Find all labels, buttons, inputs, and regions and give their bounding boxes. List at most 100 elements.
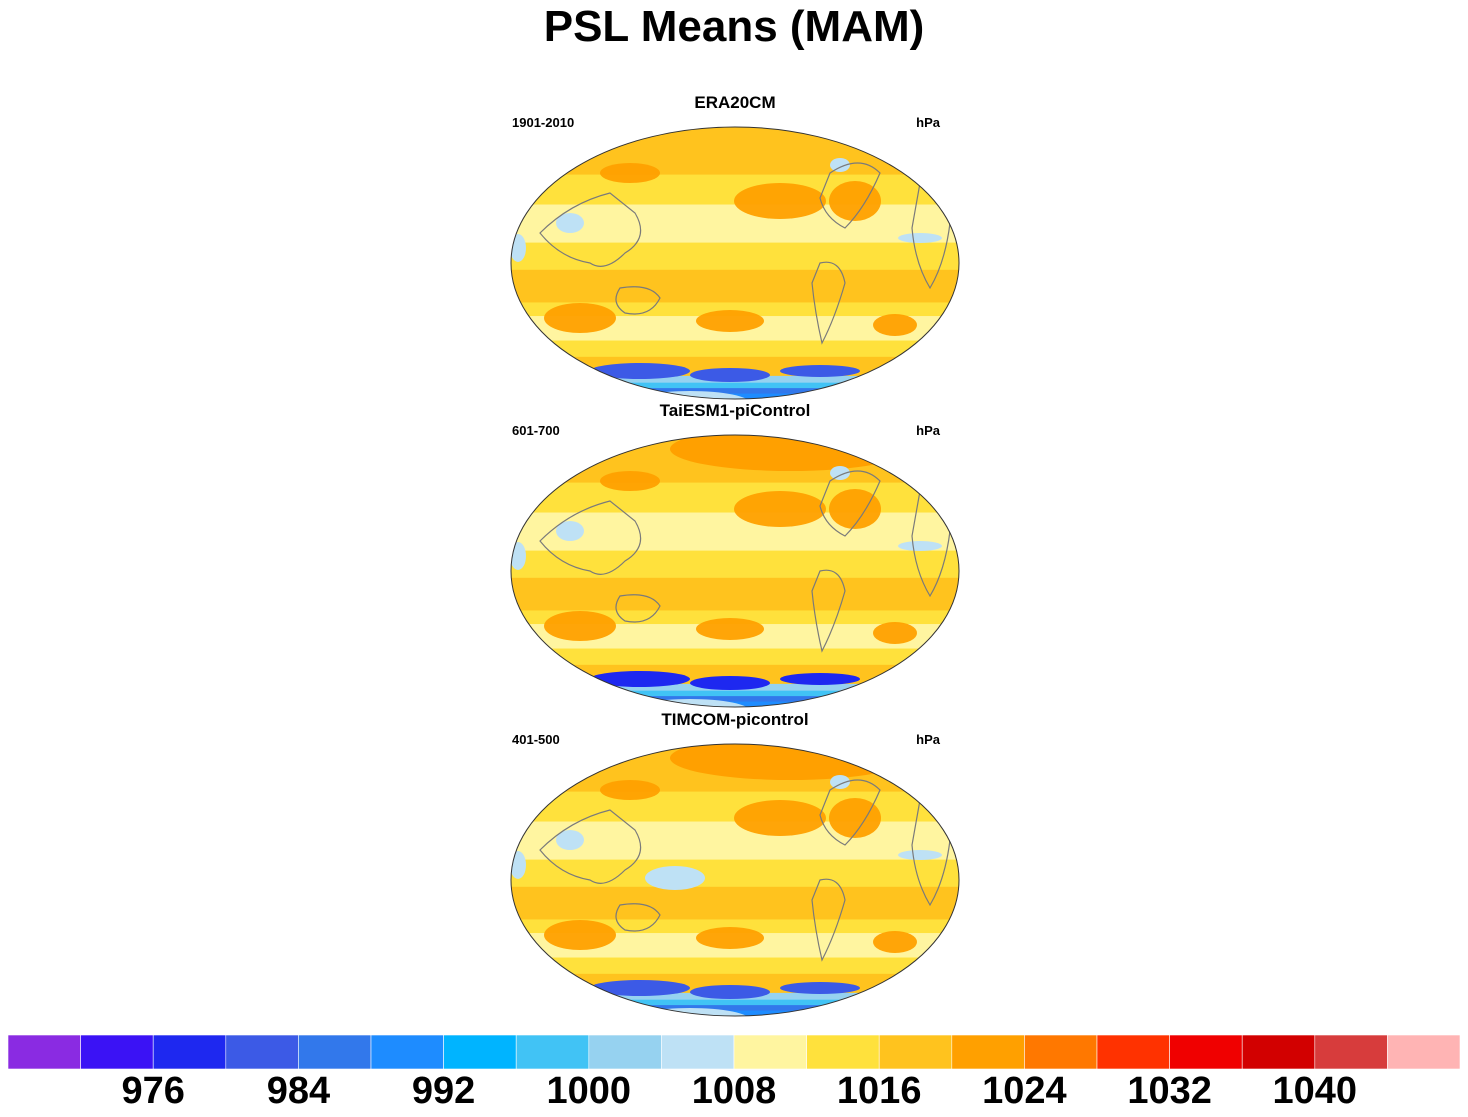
low-pressure-cell (645, 866, 705, 890)
high-pressure-cell (734, 800, 826, 836)
panel-period-label: 1901-2010 (512, 115, 575, 130)
panel-title: TaiESM1-piControl (659, 401, 811, 420)
antarctica-region (630, 1008, 750, 1016)
colorbar-swatch (443, 1035, 517, 1069)
colorbar-tick-label: 1000 (546, 1070, 632, 1112)
coastline (615, 903, 661, 932)
colorbar-tick-label: 1008 (691, 1070, 777, 1112)
psl-contour-band (511, 610, 959, 626)
low-pressure-cell (556, 521, 584, 541)
colorbar-tick-labels: 976 984 992 1000 1008 1016 1024 1032 1040 (8, 1070, 1460, 1115)
panel-units-label: hPa (916, 423, 940, 438)
low-pressure-cell (690, 985, 770, 999)
high-pressure-cell (544, 611, 616, 641)
colorbar-tick-label: 1016 (836, 1070, 922, 1112)
colorbar-swatch (951, 1035, 1025, 1069)
map-panel-timcom: TIMCOM-picontrol 401-500 hPa (500, 710, 970, 1017)
psl-contour-band (511, 919, 959, 935)
coastline (811, 569, 846, 653)
psl-map (510, 434, 960, 708)
colorbar-swatch (152, 1035, 227, 1069)
psl-contour-band (511, 242, 959, 271)
low-pressure-cell (556, 830, 584, 850)
high-pressure-cell (734, 491, 826, 527)
high-pressure-cell (873, 931, 917, 953)
contour-fields (511, 127, 959, 399)
high-pressure-cell (734, 183, 826, 219)
map-border (510, 434, 960, 708)
low-pressure-cell (780, 982, 860, 994)
colorbar-swatch (588, 1035, 662, 1069)
map-border (510, 743, 960, 1017)
colorbar-swatch (1241, 1035, 1316, 1069)
map-border (510, 126, 960, 400)
coastline (819, 162, 881, 229)
colorbar-swatch (733, 1035, 807, 1069)
psl-contour-band (511, 388, 959, 395)
low-pressure-cell (830, 158, 850, 172)
high-pressure-cell (544, 920, 616, 950)
psl-contour-band (511, 859, 959, 888)
colorbar-swatch (806, 1035, 880, 1069)
main-title: PSL Means (MAM) (543, 2, 925, 51)
coastline (539, 809, 642, 884)
low-pressure-cell (690, 676, 770, 690)
psl-contour-band (511, 340, 959, 358)
psl-contour-band (500, 1017, 970, 1025)
low-pressure-cell (780, 673, 860, 685)
high-pressure-cell (544, 303, 616, 333)
psl-contour-band (511, 127, 959, 176)
colorbar-tick-label: 984 (266, 1070, 331, 1112)
colorbar-swatch (370, 1035, 444, 1069)
psl-contour-band (511, 999, 959, 1007)
high-pressure-cell (829, 798, 881, 838)
panel-units-label: hPa (916, 115, 940, 130)
low-pressure-cell (590, 671, 690, 687)
low-pressure-cell (690, 368, 770, 382)
high-pressure-cell (696, 618, 764, 640)
psl-contour-band (511, 269, 959, 304)
psl-contour-band (511, 204, 959, 244)
high-pressure-cell (873, 622, 917, 644)
panel-title: ERA20CM (694, 93, 776, 112)
colorbar-tick-label: 1032 (1127, 1070, 1212, 1112)
psl-contour-band (511, 1005, 959, 1012)
colorbar-swatch (8, 1035, 81, 1069)
psl-contour-band (511, 550, 959, 579)
psl-contour-band (511, 302, 959, 318)
map-panel-taiesm1: TaiESM1-piControl 601-700 hPa (500, 401, 970, 708)
psl-contour-band (511, 957, 959, 975)
coastline (811, 878, 846, 962)
high-pressure-cell (696, 310, 764, 332)
psl-contour-band (511, 648, 959, 666)
colorbar-swatch (298, 1035, 372, 1069)
colorbar-swatch (1314, 1035, 1388, 1069)
coastline (615, 286, 661, 315)
coastline (539, 192, 642, 267)
contour-fields (500, 744, 970, 1025)
low-pressure-cell (780, 365, 860, 377)
colorbar-swatch (515, 1035, 590, 1069)
panel-period-label: 401-500 (512, 732, 560, 747)
colorbar-swatches (8, 1035, 1460, 1069)
panel-units-label: hPa (916, 732, 940, 747)
low-pressure-cell (898, 850, 942, 860)
psl-contour-band (511, 512, 959, 552)
colorbar-tick-label: 1040 (1272, 1070, 1358, 1112)
high-pressure-cell (696, 927, 764, 949)
psl-map (500, 743, 970, 1025)
low-pressure-cell (898, 541, 942, 551)
high-pressure-cell (829, 181, 881, 221)
high-pressure-cell (600, 471, 660, 491)
coastline (819, 470, 881, 537)
colorbar-tick-label: 1024 (982, 1070, 1067, 1112)
psl-contour-band (511, 690, 959, 698)
coastline (615, 594, 661, 623)
high-pressure-cell (873, 314, 917, 336)
high-pressure-cell (600, 780, 660, 800)
colorbar-swatch (661, 1035, 735, 1069)
coastline (811, 261, 846, 345)
colorbar-swatch (1169, 1035, 1243, 1069)
panel-title: TIMCOM-picontrol (661, 710, 809, 729)
map-panel-era20cm: ERA20CM 1901-2010 hPa (500, 93, 970, 400)
